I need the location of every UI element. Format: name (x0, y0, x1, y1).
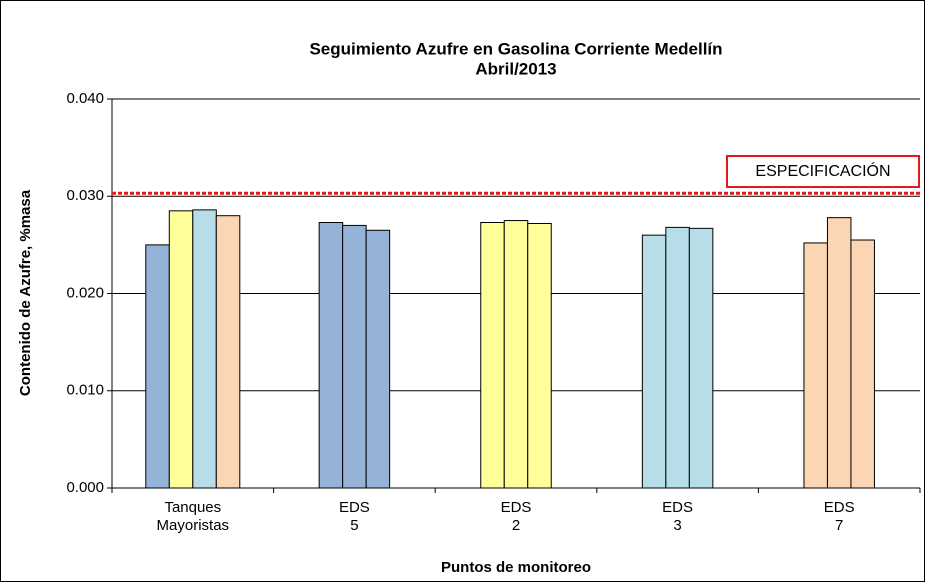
bar (665, 226, 690, 489)
y-tick-label: 0.000 (66, 479, 104, 496)
bar (641, 234, 667, 489)
x-tick-label: EDS (501, 499, 532, 516)
x-tick-label: EDS (662, 499, 693, 516)
reference-label: ESPECIFICACIÓN (755, 161, 890, 180)
bar (480, 222, 505, 489)
y-tick-label: 0.020 (66, 284, 104, 301)
x-tick-label: Tanques (164, 499, 221, 516)
bar (145, 244, 170, 489)
x-tick-label: EDS (824, 499, 855, 516)
bar (342, 224, 367, 489)
bar (688, 227, 714, 489)
x-tick-label: Mayoristas (157, 517, 230, 534)
bar (215, 215, 241, 489)
chart-title: Seguimiento Azufre en Gasolina Corriente… (309, 39, 722, 58)
y-tick-label: 0.040 (66, 90, 104, 107)
chart-subtitle: Abril/2013 (475, 59, 556, 78)
x-tick-label: 5 (350, 517, 358, 534)
bar (850, 239, 875, 489)
bar (365, 229, 391, 489)
bar (803, 242, 828, 489)
x-tick-label: EDS (339, 499, 370, 516)
bar (826, 217, 852, 489)
y-tick-label: 0.010 (66, 382, 104, 399)
x-tick-label: 7 (835, 517, 843, 534)
reference-box (726, 155, 920, 188)
bar (503, 220, 529, 489)
x-axis-label: Puntos de monitoreo (441, 559, 591, 576)
x-tick-label: 2 (512, 517, 520, 534)
bar (168, 210, 194, 489)
bar (318, 222, 344, 489)
y-axis-label: Contenido de Azufre, %masa (17, 189, 34, 396)
y-tick-label: 0.030 (66, 187, 104, 204)
x-tick-label: 3 (673, 517, 681, 534)
bar (192, 209, 217, 489)
bar (527, 222, 552, 489)
